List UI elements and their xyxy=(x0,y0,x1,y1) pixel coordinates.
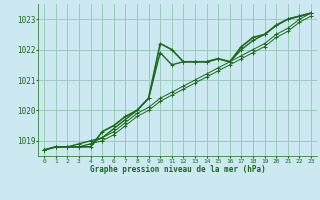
X-axis label: Graphe pression niveau de la mer (hPa): Graphe pression niveau de la mer (hPa) xyxy=(90,165,266,174)
